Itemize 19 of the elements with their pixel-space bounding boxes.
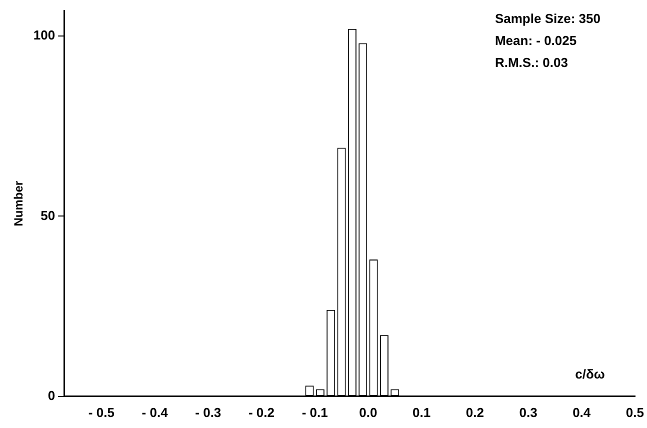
y-tick-label: 100 (33, 28, 56, 43)
x-tick-label: 0.2 (466, 404, 484, 420)
x-tick-label: - 0.1 (302, 404, 328, 420)
y-tick-label: 0 (48, 388, 56, 403)
x-axis-title: c/δω (575, 366, 605, 382)
y-tick-label: 50 (40, 208, 56, 223)
x-tick-label: 0.5 (626, 404, 644, 420)
x-tick-label: 0.1 (412, 404, 431, 420)
x-tick-label: 0.4 (572, 404, 592, 420)
x-tick-label: - 0.3 (195, 404, 222, 420)
x-tick-label: - 0.4 (142, 404, 169, 420)
annotation: R.M.S.: 0.03 (494, 54, 568, 70)
annotation: Sample Size: 350 (494, 10, 600, 26)
x-tick-label: - 0.2 (248, 404, 275, 420)
x-tick-label: 0.3 (519, 404, 538, 420)
x-tick-label: - 0.5 (88, 404, 114, 420)
annotation: Mean: - 0.025 (494, 32, 577, 48)
x-tick-label: 0.0 (359, 404, 378, 420)
y-axis-title: Number (12, 180, 26, 226)
